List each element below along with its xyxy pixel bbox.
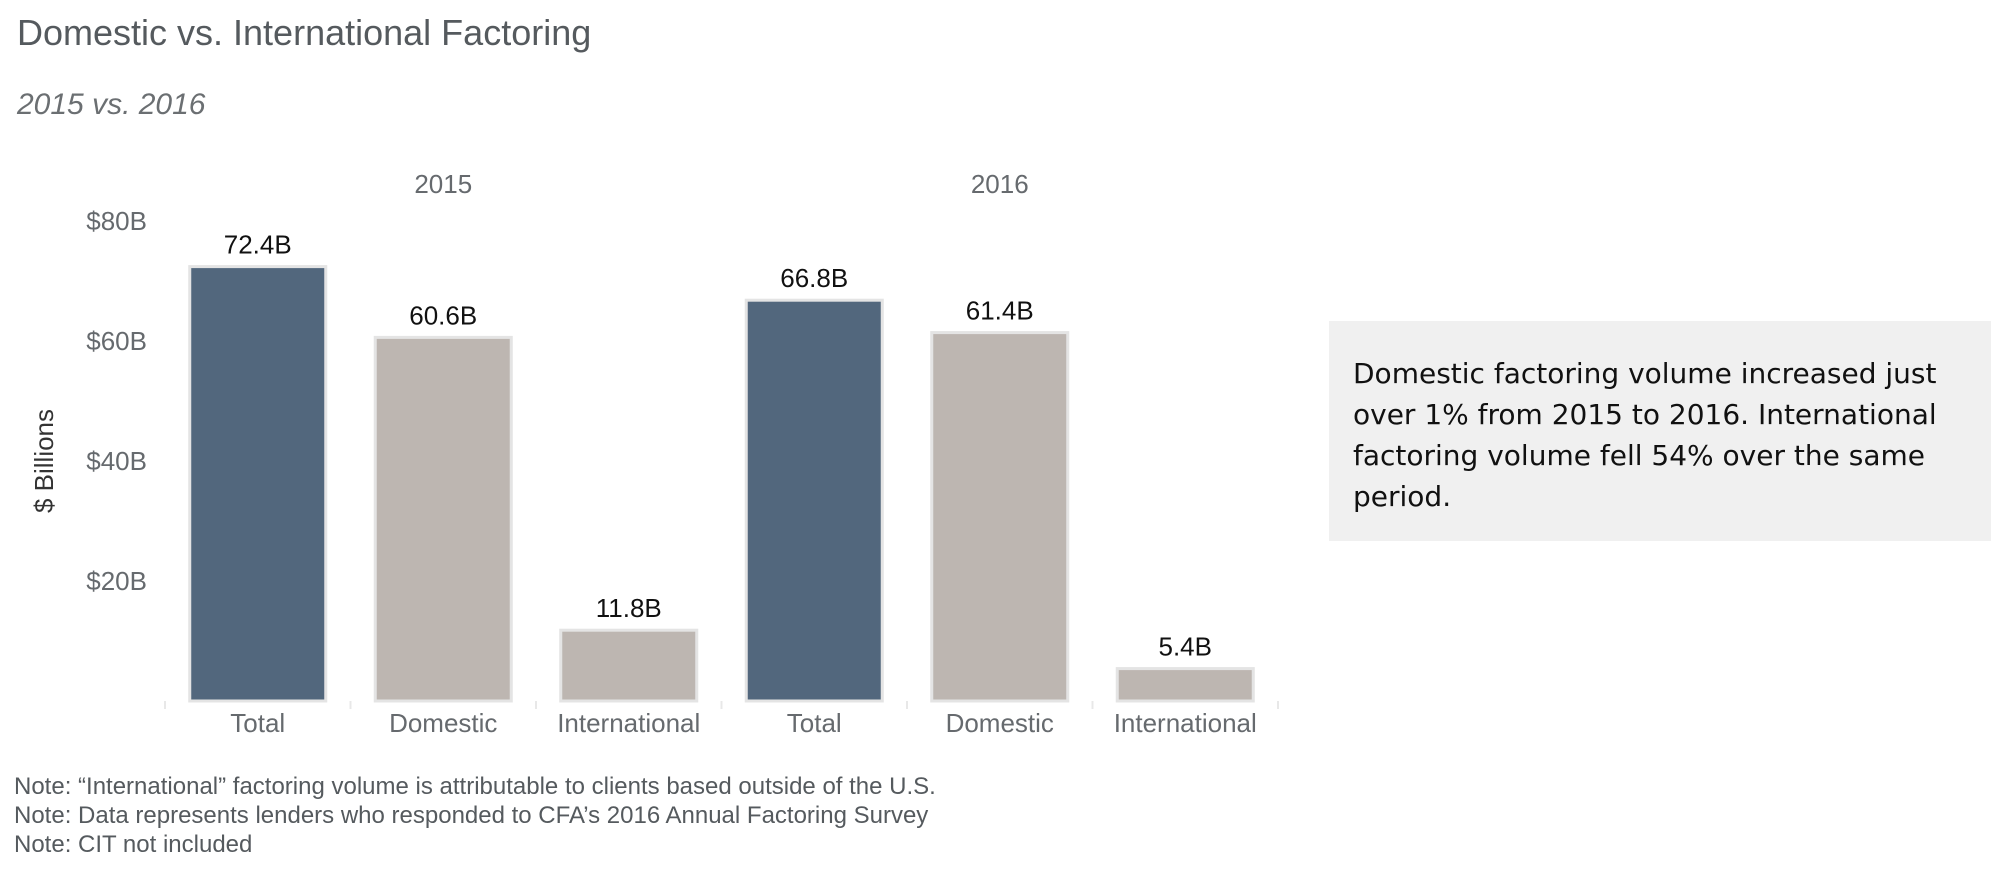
data-label: 11.8B [596,593,662,623]
x-category-label: Total [787,708,842,738]
x-category-label: International [1114,708,1257,738]
x-category-label: International [557,708,700,738]
panel-header: 2015 [414,169,472,199]
bar [1115,667,1255,703]
y-tick-label: $40B [86,446,147,476]
note-international-definition: Note: “International” factoring volume i… [14,773,936,800]
bar-chart: $ Billions $20B $40B $60B $80B 2015 72.4B Total… [29,169,1279,738]
callout-text: Domestic factoring volume increased just… [1353,357,1937,513]
insight-callout: Domestic factoring volume increased just… [1329,321,1991,541]
bar [559,628,699,703]
footnotes: Note: “International” factoring volume i… [14,772,936,859]
y-axis-title: $ Billions [29,409,59,513]
note-data-source: Note: Data represents lenders who respon… [14,802,929,829]
bar [373,335,513,703]
data-label: 66.8B [780,263,848,293]
chart-subtitle: 2015 vs. 2016 [17,88,206,121]
note-exclusion: Note: CIT not included [14,831,253,858]
data-label: 60.6B [409,300,477,330]
y-tick-label: $60B [86,326,147,356]
panel-header: 2016 [971,169,1029,199]
data-label: 5.4B [1159,632,1213,662]
data-label: 72.4B [224,230,292,260]
data-label: 61.4B [966,296,1034,326]
y-tick-label: $20B [86,566,147,596]
chart-title: Domestic vs. International Factoring [17,12,592,53]
x-category-label: Domestic [389,708,497,738]
y-tick-label: $80B [86,206,147,236]
bar [188,265,328,703]
x-category-label: Domestic [946,708,1054,738]
x-category-label: Total [230,708,285,738]
bar [930,331,1070,703]
bar [744,298,884,703]
